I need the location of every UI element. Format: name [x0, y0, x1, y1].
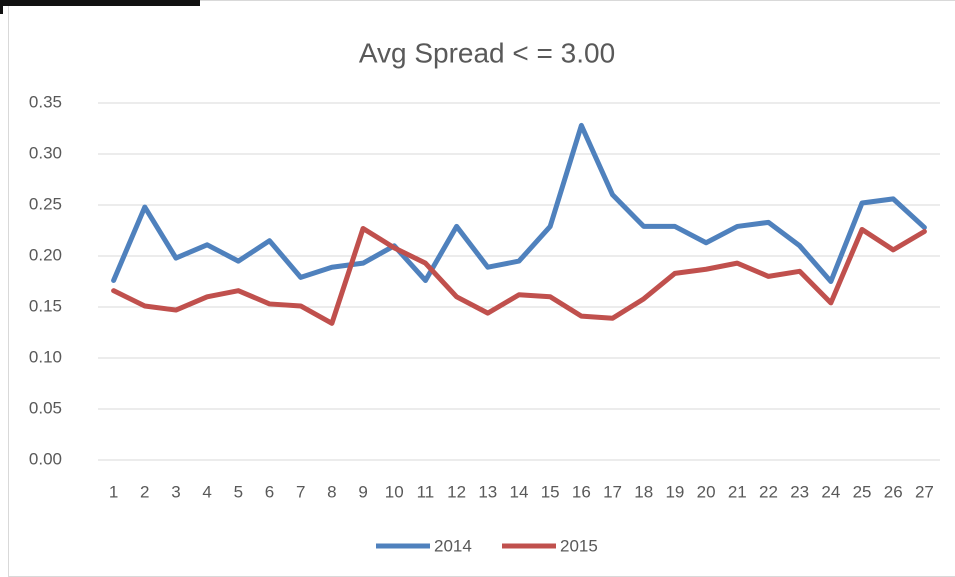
- x-tick-label: 26: [884, 482, 903, 501]
- legend-label: 2015: [560, 536, 598, 555]
- x-tick-label: 21: [728, 482, 747, 501]
- x-tick-label: 6: [265, 482, 274, 501]
- x-tick-label: 17: [603, 482, 622, 501]
- chart-frame: [8, 0, 955, 577]
- x-tick-label: 13: [478, 482, 497, 501]
- x-tick-label: 15: [541, 482, 560, 501]
- y-tick-label: 0.05: [29, 398, 62, 417]
- x-tick-label: 1: [109, 482, 118, 501]
- y-tick-label: 0.10: [29, 347, 62, 366]
- x-tick-label: 10: [385, 482, 404, 501]
- legend-label: 2014: [434, 536, 472, 555]
- y-tick-label: 0.35: [29, 92, 62, 111]
- x-tick-label: 16: [572, 482, 591, 501]
- x-tick-label: 2: [140, 482, 149, 501]
- x-tick-label: 22: [759, 482, 778, 501]
- x-tick-label: 25: [853, 482, 872, 501]
- x-tick-label: 3: [171, 482, 180, 501]
- x-tick-label: 12: [447, 482, 466, 501]
- x-tick-label: 24: [821, 482, 840, 501]
- series-line: [111, 225, 927, 326]
- y-tick-label: 0.15: [29, 296, 62, 315]
- x-tick-label: 18: [634, 482, 653, 501]
- series-line: [111, 122, 927, 284]
- x-tick-label: 8: [327, 482, 336, 501]
- y-tick-label: 0.00: [29, 449, 62, 468]
- x-tick-label: 4: [202, 482, 211, 501]
- x-tick-label: 14: [510, 482, 529, 501]
- x-tick-label: 11: [417, 482, 435, 501]
- x-tick-label: 23: [790, 482, 809, 501]
- x-tick-label: 20: [697, 482, 716, 501]
- top-bar-edge: [0, 0, 3, 14]
- x-tick-label: 9: [358, 482, 367, 501]
- top-bar: [0, 0, 200, 6]
- chart-title: Avg Spread < = 3.00: [359, 37, 615, 68]
- x-tick-label: 19: [665, 482, 684, 501]
- y-tick-label: 0.25: [29, 194, 62, 213]
- x-tick-label: 5: [234, 482, 243, 501]
- y-tick-label: 0.30: [29, 143, 62, 162]
- y-tick-label: 0.20: [29, 245, 62, 264]
- x-tick-label: 7: [296, 482, 305, 501]
- x-tick-label: 27: [915, 482, 934, 501]
